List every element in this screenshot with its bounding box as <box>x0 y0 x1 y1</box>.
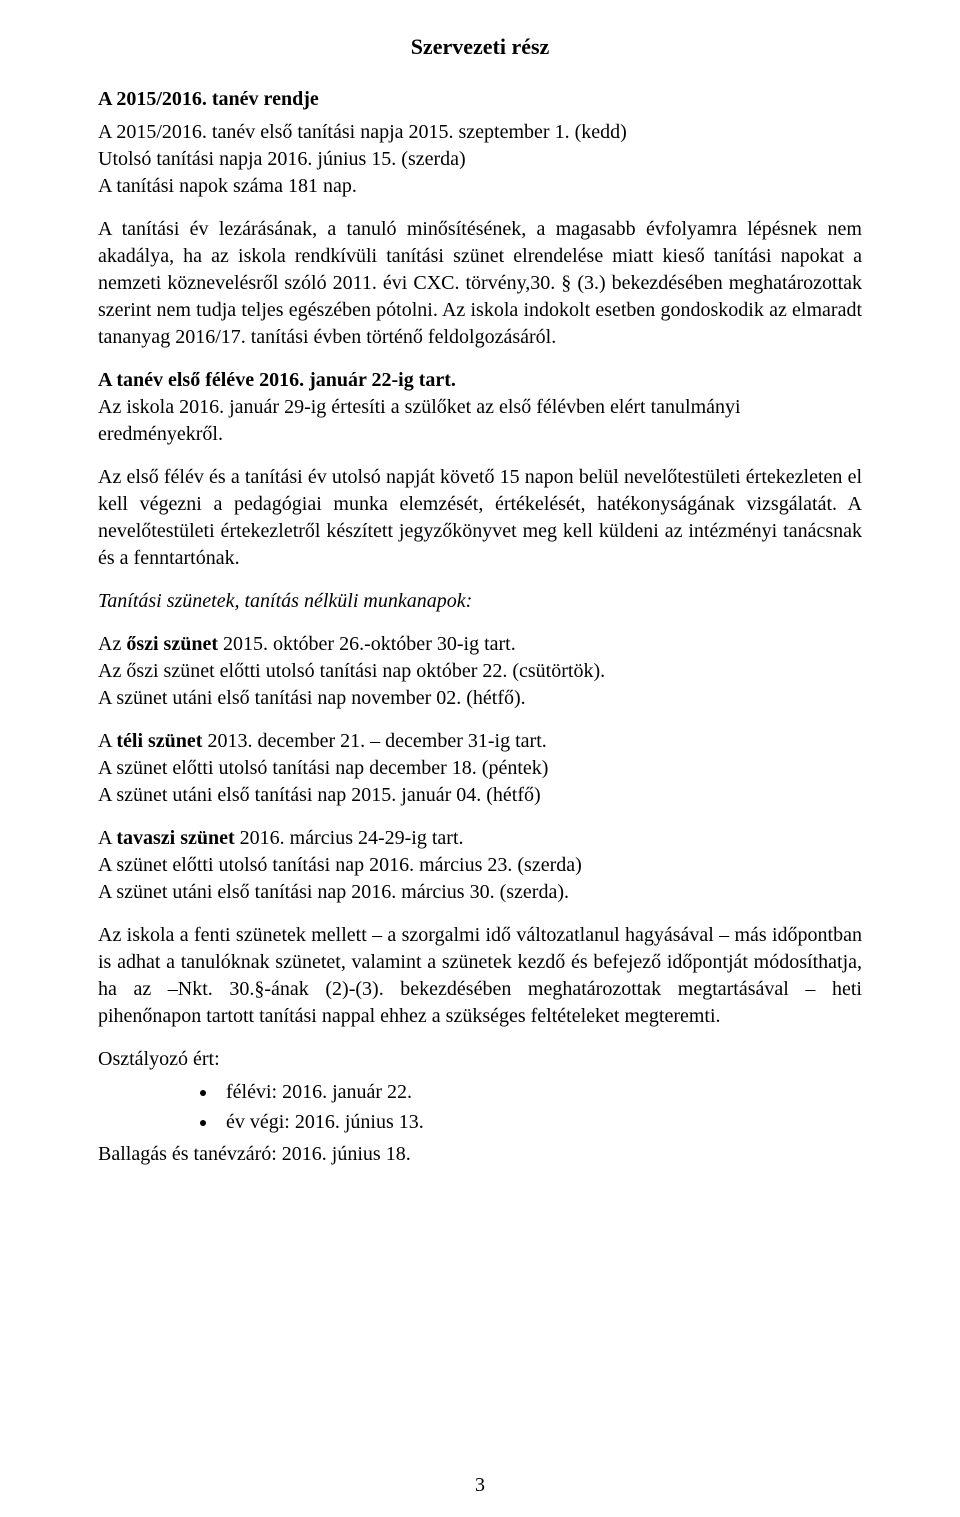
list-item: év végi: 2016. június 13. <box>218 1107 862 1137</box>
paragraph-law: A tanítási év lezárásának, a tanuló minő… <box>98 216 862 351</box>
section-heading: A 2015/2016. tanév rendje <box>98 88 862 111</box>
document-title: Szervezeti rész <box>98 34 862 60</box>
paragraph-graduation: Ballagás és tanévzáró: 2016. június 18. <box>98 1141 862 1168</box>
txt: 2013. december 21. – december 31-ig tart… <box>202 730 546 752</box>
paragraph-winter: A téli szünet 2013. december 21. – decem… <box>98 728 862 809</box>
txt: 2016. március 24-29-ig tart. <box>235 827 464 849</box>
txt: A <box>98 827 116 849</box>
paragraph-review: Az első félév és a tanítási év utolsó na… <box>98 464 862 572</box>
spring-bold: tavaszi szünet <box>116 827 234 849</box>
winter-details: A szünet előtti utolsó tanítási nap dece… <box>98 757 548 806</box>
paragraph-breaks-heading: Tanítási szünetek, tanítás nélküli munka… <box>98 588 862 615</box>
winter-bold: téli szünet <box>116 730 202 752</box>
paragraph-spring: A tavaszi szünet 2016. március 24-29-ig … <box>98 825 862 906</box>
paragraph-other-breaks: Az iskola a fenti szünetek mellett – a s… <box>98 922 862 1030</box>
document-page: Szervezeti rész A 2015/2016. tanév rendj… <box>0 0 960 1517</box>
txt: 2015. október 26.-október 30-ig tart. <box>218 633 516 655</box>
page-number: 3 <box>0 1474 960 1497</box>
semester-line2: Az iskola 2016. január 29-ig értesíti a … <box>98 396 741 418</box>
grading-list: félévi: 2016. január 22. év végi: 2016. … <box>98 1077 862 1137</box>
paragraph-intro: A 2015/2016. tanév első tanítási napja 2… <box>98 119 862 200</box>
spring-details: A szünet előtti utolsó tanítási nap 2016… <box>98 854 582 903</box>
paragraph-semester: A tanév első féléve 2016. január 22-ig t… <box>98 367 862 448</box>
list-item: félévi: 2016. január 22. <box>218 1077 862 1107</box>
autumn-details: Az őszi szünet előtti utolsó tanítási na… <box>98 660 605 709</box>
paragraph-grading-heading: Osztályozó ért: <box>98 1046 862 1073</box>
txt: A <box>98 730 116 752</box>
paragraph-autumn: Az őszi szünet 2015. október 26.-október… <box>98 631 862 712</box>
semester-line3: eredményekről. <box>98 423 223 445</box>
semester-bold: A tanév első féléve 2016. január 22-ig t… <box>98 369 456 391</box>
txt: Az <box>98 633 126 655</box>
autumn-bold: őszi szünet <box>126 633 218 655</box>
